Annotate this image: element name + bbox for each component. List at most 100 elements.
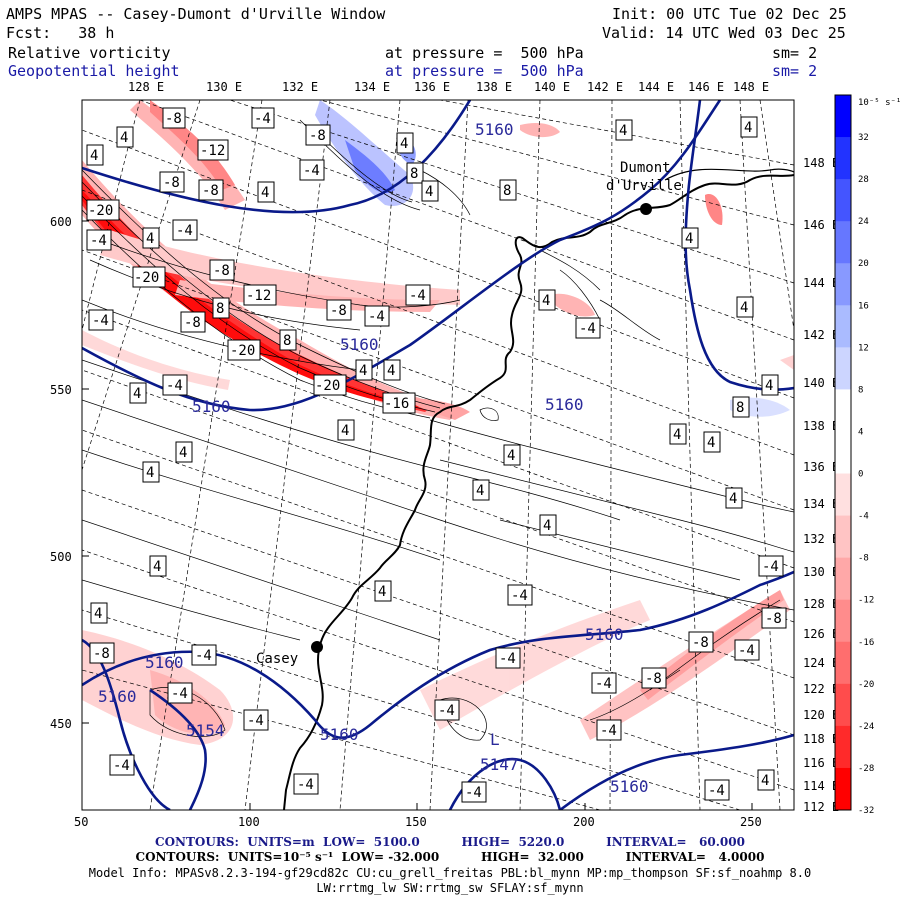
field2-name: Geopotential height <box>8 62 180 80</box>
svg-text:120 E: 120 E <box>803 708 839 722</box>
colorbar-cell <box>835 641 851 685</box>
top-lon-labels: 128 E 130 E 132 E 134 E 136 E 138 E 140 … <box>128 80 769 94</box>
vort-label: -4 <box>461 781 487 803</box>
svg-text:5147: 5147 <box>480 755 519 774</box>
field2-level: at pressure = 500 hPa <box>385 62 584 80</box>
colorbar-cell <box>835 137 851 180</box>
vort-label: -8 <box>180 311 206 333</box>
svg-text:148 E: 148 E <box>803 156 839 170</box>
vort-label: -8 <box>761 607 787 629</box>
svg-text:L: L <box>490 730 500 749</box>
svg-text:122 E: 122 E <box>803 682 839 696</box>
svg-text:8: 8 <box>216 301 224 317</box>
vort-label: 4 <box>736 296 754 318</box>
vort-label: 4 <box>472 479 490 501</box>
vort-label: -4 <box>434 699 460 721</box>
vort-label: 4 <box>761 374 779 396</box>
svg-text:4: 4 <box>542 293 550 309</box>
vort-label: -4 <box>251 107 275 129</box>
svg-text:138 E: 138 E <box>803 419 839 433</box>
vort-label: -4 <box>191 644 217 666</box>
vort-label: -4 <box>734 639 760 661</box>
vort-label: -4 <box>167 682 193 704</box>
svg-text:-4: -4 <box>595 676 612 692</box>
vorticity-labels: 4 4 -8 -4 -12 -8 -8 -20 -4 4 -4 -8 -20 -… <box>86 107 787 803</box>
vort-label: 4 <box>396 132 414 154</box>
colorbar-cell <box>835 767 851 811</box>
svg-text:5160: 5160 <box>98 687 137 706</box>
svg-text:-4: -4 <box>465 785 482 801</box>
field1-name: Relative vorticity <box>8 44 171 62</box>
vort-label: 4 <box>383 359 401 381</box>
colorbar-cell <box>835 683 851 727</box>
svg-text:-20: -20 <box>230 343 255 359</box>
svg-text:4: 4 <box>729 491 737 507</box>
vort-label: -20 <box>86 199 120 221</box>
vort-label: -4 <box>591 672 617 694</box>
colorbar-cell <box>835 473 851 517</box>
svg-text:-8: -8 <box>202 183 219 199</box>
vort-label: 4 <box>175 441 193 463</box>
svg-text:146 E: 146 E <box>688 80 724 94</box>
svg-text:130 E: 130 E <box>803 565 839 579</box>
svg-text:4: 4 <box>94 606 102 622</box>
svg-text:5160: 5160 <box>475 120 514 139</box>
station-dumont-durville[interactable]: Dumont d'Urville <box>606 160 682 215</box>
svg-text:128 E: 128 E <box>128 80 164 94</box>
svg-text:550: 550 <box>50 383 72 397</box>
svg-text:124 E: 124 E <box>803 656 839 670</box>
colorbar-tick-label: 4 <box>858 427 863 437</box>
svg-text:-20: -20 <box>88 203 113 219</box>
forecast-hour: Fcst: 38 h <box>6 24 115 42</box>
vort-label: 4 <box>740 116 758 138</box>
vort-label: 8 <box>212 297 230 319</box>
svg-text:-4: -4 <box>195 648 212 664</box>
svg-text:-4: -4 <box>738 643 755 659</box>
station-casey[interactable]: Casey <box>256 641 323 667</box>
svg-text:4: 4 <box>476 483 484 499</box>
map-plot-area[interactable]: Dumont d'Urville Casey 5160 5160 5160 51… <box>82 100 794 810</box>
colorbar-cell <box>835 557 851 601</box>
vort-label: 4 <box>681 227 699 249</box>
init-time: Init: 00 UTC Tue 02 Dec 25 <box>612 5 847 23</box>
colorbar-tick-label: 24 <box>858 217 869 227</box>
vort-label: 4 <box>337 419 355 441</box>
svg-text:118 E: 118 E <box>803 732 839 746</box>
vorticity-shading <box>82 100 794 745</box>
svg-text:-20: -20 <box>315 378 340 394</box>
vort-label: -4 <box>758 555 784 577</box>
svg-text:-8: -8 <box>163 175 180 191</box>
station-label-durville: d'Urville <box>606 178 682 194</box>
y-axis <box>82 220 89 724</box>
vort-label: 4 <box>538 289 556 311</box>
svg-text:-4: -4 <box>511 588 528 604</box>
svg-text:144 E: 144 E <box>638 80 674 94</box>
height-labels: 5160 5160 5160 5160 5160 5160 5160 5160 … <box>98 120 649 796</box>
vort-label: 4 <box>757 769 775 791</box>
vort-label: 4 <box>703 431 721 453</box>
svg-text:-4: -4 <box>303 163 320 179</box>
colorbar-cell <box>835 95 851 138</box>
valid-time: Valid: 14 UTC Wed 03 Dec 25 <box>602 24 846 42</box>
footer-radiation-info: LW:rrtmg_lw SW:rrtmg_sw SFLAY:sf_mynn <box>316 881 584 895</box>
svg-text:132 E: 132 E <box>282 80 318 94</box>
colorbar-tick-label: 20 <box>858 259 869 269</box>
svg-text:148 E: 148 E <box>733 80 769 94</box>
vort-label: 4 <box>149 555 167 577</box>
svg-text:5160: 5160 <box>145 653 184 672</box>
svg-text:4: 4 <box>387 363 395 379</box>
svg-text:-4: -4 <box>762 559 779 575</box>
vort-label: -20 <box>227 339 261 361</box>
colorbar-tick-label: 8 <box>858 385 863 395</box>
svg-text:4: 4 <box>341 423 349 439</box>
svg-text:-8: -8 <box>692 635 709 651</box>
svg-text:4: 4 <box>765 378 773 394</box>
svg-text:-8: -8 <box>645 671 662 687</box>
svg-text:4: 4 <box>425 184 433 200</box>
svg-text:4: 4 <box>400 136 408 152</box>
colorbar: 10⁻⁵ s⁻¹ 32 28 24 20 16 12 8 4 0 -4 -8 -12 -16 -20 -24… <box>834 94 900 816</box>
svg-text:4: 4 <box>133 386 141 402</box>
svg-text:200: 200 <box>573 815 595 829</box>
vort-label: -4 <box>495 647 521 669</box>
x-axis <box>81 803 753 810</box>
